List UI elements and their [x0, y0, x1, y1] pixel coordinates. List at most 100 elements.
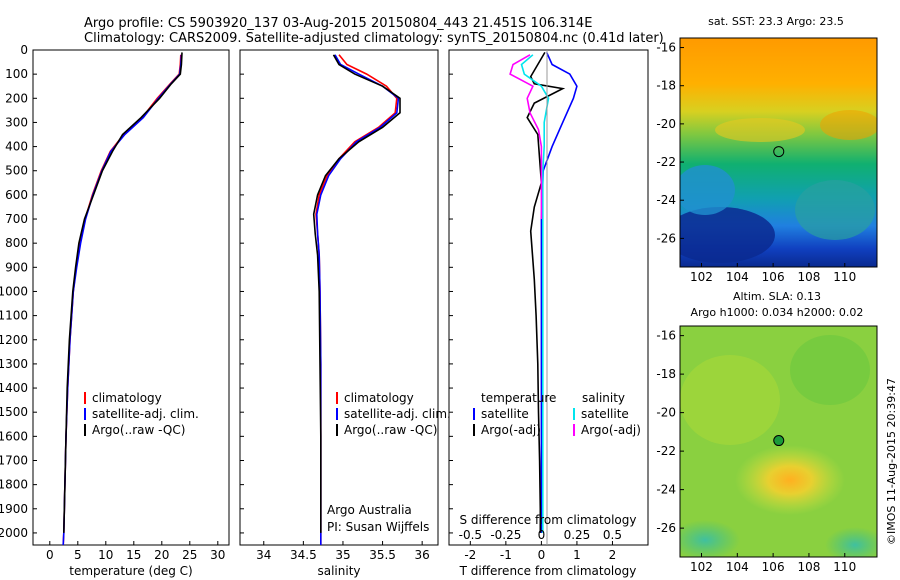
s-difference-xlabel: S difference from climatology — [460, 513, 637, 527]
legend-label: climatology — [344, 391, 414, 405]
map-y-tick-label: -24 — [656, 193, 676, 207]
x-tick-label: 1 — [573, 548, 581, 562]
x-tick-label: 30 — [210, 548, 225, 562]
map-y-tick-label: -20 — [656, 406, 676, 420]
map-x-tick-label: 102 — [690, 560, 713, 574]
map-x-tick-label: 110 — [833, 270, 856, 284]
map-x-tick-label: 108 — [797, 270, 820, 284]
series-s-argo-adj- — [509, 54, 543, 219]
map-y-tick-label: -20 — [656, 117, 676, 131]
legend-label: satellite — [481, 407, 529, 421]
map-y-tick-label: -26 — [656, 231, 676, 245]
imos-credit: ©IMOS 11-Aug-2015 20:39:47 — [885, 378, 898, 545]
map-x-tick-label: 110 — [833, 560, 856, 574]
salinity-legend: climatology satellite-adj. clim. Argo(..… — [336, 391, 451, 437]
map-y-tick-label: -16 — [656, 41, 676, 55]
series-argo-raw-qc- — [312, 54, 401, 533]
x-tick-label: 15 — [126, 548, 141, 562]
legend-heading-temperature: temperature — [481, 391, 556, 405]
map-y-tick-label: -22 — [656, 155, 676, 169]
depth-tick-label: 0 — [20, 43, 28, 57]
depth-tick-label: 800 — [5, 236, 28, 250]
x-tick-label: 20 — [154, 548, 169, 562]
x-tick-label: -2 — [464, 548, 476, 562]
depth-tick-label: 500 — [5, 164, 28, 178]
x2-tick-label: 0.5 — [603, 528, 622, 542]
map-x-tick-label: 104 — [726, 270, 749, 284]
x-tick-label: -1 — [500, 548, 512, 562]
x-tick-label: 5 — [74, 548, 82, 562]
series-s-satellite — [520, 54, 550, 533]
map-y-tick-label: -16 — [656, 329, 676, 343]
depth-tick-label: 1800 — [0, 478, 28, 492]
depth-tick-label: 1000 — [0, 284, 28, 298]
depth-tick-label: 700 — [5, 212, 28, 226]
depth-tick-label: 1600 — [0, 429, 28, 443]
x-tick-label: 35.5 — [369, 548, 396, 562]
credit-pi: PI: Susan Wijffels — [327, 520, 429, 534]
map-y-tick-label: -22 — [656, 444, 676, 458]
x-tick-label: 0 — [46, 548, 54, 562]
series-t-satellite — [540, 52, 578, 533]
salinity-xlabel: salinity — [317, 564, 360, 578]
x2-tick-label: 0.25 — [564, 528, 591, 542]
sla-map-frame — [679, 325, 878, 558]
t-difference-xlabel: T difference from climatology — [459, 564, 637, 578]
legend-label: Argo(..raw -QC) — [344, 423, 437, 437]
map-y-tick-label: -24 — [656, 483, 676, 497]
sla-map-subtitle: Argo h1000: 0.034 h2000: 0.02 — [691, 306, 864, 319]
legend-label: Argo(-adj) — [481, 423, 541, 437]
legend-label: climatology — [92, 391, 162, 405]
difference-legend: temperature satellite Argo(-adj) salinit… — [473, 391, 641, 437]
depth-tick-label: 1400 — [0, 381, 28, 395]
x-tick-label: 34 — [256, 548, 271, 562]
map-x-tick-label: 108 — [797, 560, 820, 574]
x-tick-label: 2 — [609, 548, 617, 562]
temperature-xlabel: temperature (deg C) — [69, 564, 192, 578]
x-tick-label: 0 — [538, 548, 546, 562]
map-x-tick-label: 104 — [726, 560, 749, 574]
sla-map-title: Altim. SLA: 0.13 — [733, 290, 821, 303]
x2-tick-label: -0.25 — [490, 528, 521, 542]
difference-panel — [448, 49, 649, 546]
profile-title: Argo profile: CS 5903920_137 03-Aug-2015… — [84, 16, 593, 31]
depth-tick-label: 300 — [5, 115, 28, 129]
sst-map-title: sat. SST: 23.3 Argo: 23.5 — [708, 15, 844, 28]
x2-tick-label: -0.5 — [459, 528, 482, 542]
depth-tick-label: 1500 — [0, 405, 28, 419]
argo-position-marker — [773, 435, 785, 447]
argo-position-marker — [773, 146, 785, 158]
depth-tick-label: 400 — [5, 140, 28, 154]
temperature-panel — [32, 49, 230, 546]
depth-axis: 0 100 200 300 400 500 600 700 800 900 1000 1100 1200… — [0, 43, 453, 540]
depth-tick-label: 1900 — [0, 502, 28, 516]
depth-tick-label: 2000 — [0, 526, 28, 540]
x-tick-label: 35 — [335, 548, 350, 562]
legend-label: satellite-adj. clim. — [344, 407, 451, 421]
sst-map-field — [680, 38, 877, 267]
map-y-tick-label: -18 — [656, 79, 676, 93]
credit-institution: Argo Australia — [327, 503, 412, 517]
series-argo-raw-qc- — [63, 52, 183, 533]
legend-heading-salinity: salinity — [582, 391, 625, 405]
depth-tick-label: 1300 — [0, 357, 28, 371]
salinity-panel — [239, 49, 439, 546]
legend-label: satellite-adj. clim. — [92, 407, 199, 421]
climatology-title: Climatology: CARS2009. Satellite-adjuste… — [84, 31, 664, 46]
map-x-tick-label: 102 — [690, 270, 713, 284]
x-tick-label: 25 — [182, 548, 197, 562]
map-y-tick-label: -26 — [656, 521, 676, 535]
temperature-legend: climatology satellite-adj. clim. Argo(..… — [84, 391, 199, 437]
depth-tick-label: 600 — [5, 188, 28, 202]
x2-tick-label: 0 — [538, 528, 546, 542]
depth-tick-label: 200 — [5, 91, 28, 105]
series-t-argo-adj- — [526, 51, 566, 533]
map-y-tick-label: -18 — [656, 367, 676, 381]
depth-tick-label: 1100 — [0, 309, 28, 323]
legend-label: Argo(-adj) — [581, 423, 641, 437]
depth-tick-label: 1700 — [0, 453, 28, 467]
x-tick-label: 34.5 — [290, 548, 317, 562]
depth-tick-label: 100 — [5, 67, 28, 81]
legend-label: Argo(..raw -QC) — [92, 423, 185, 437]
